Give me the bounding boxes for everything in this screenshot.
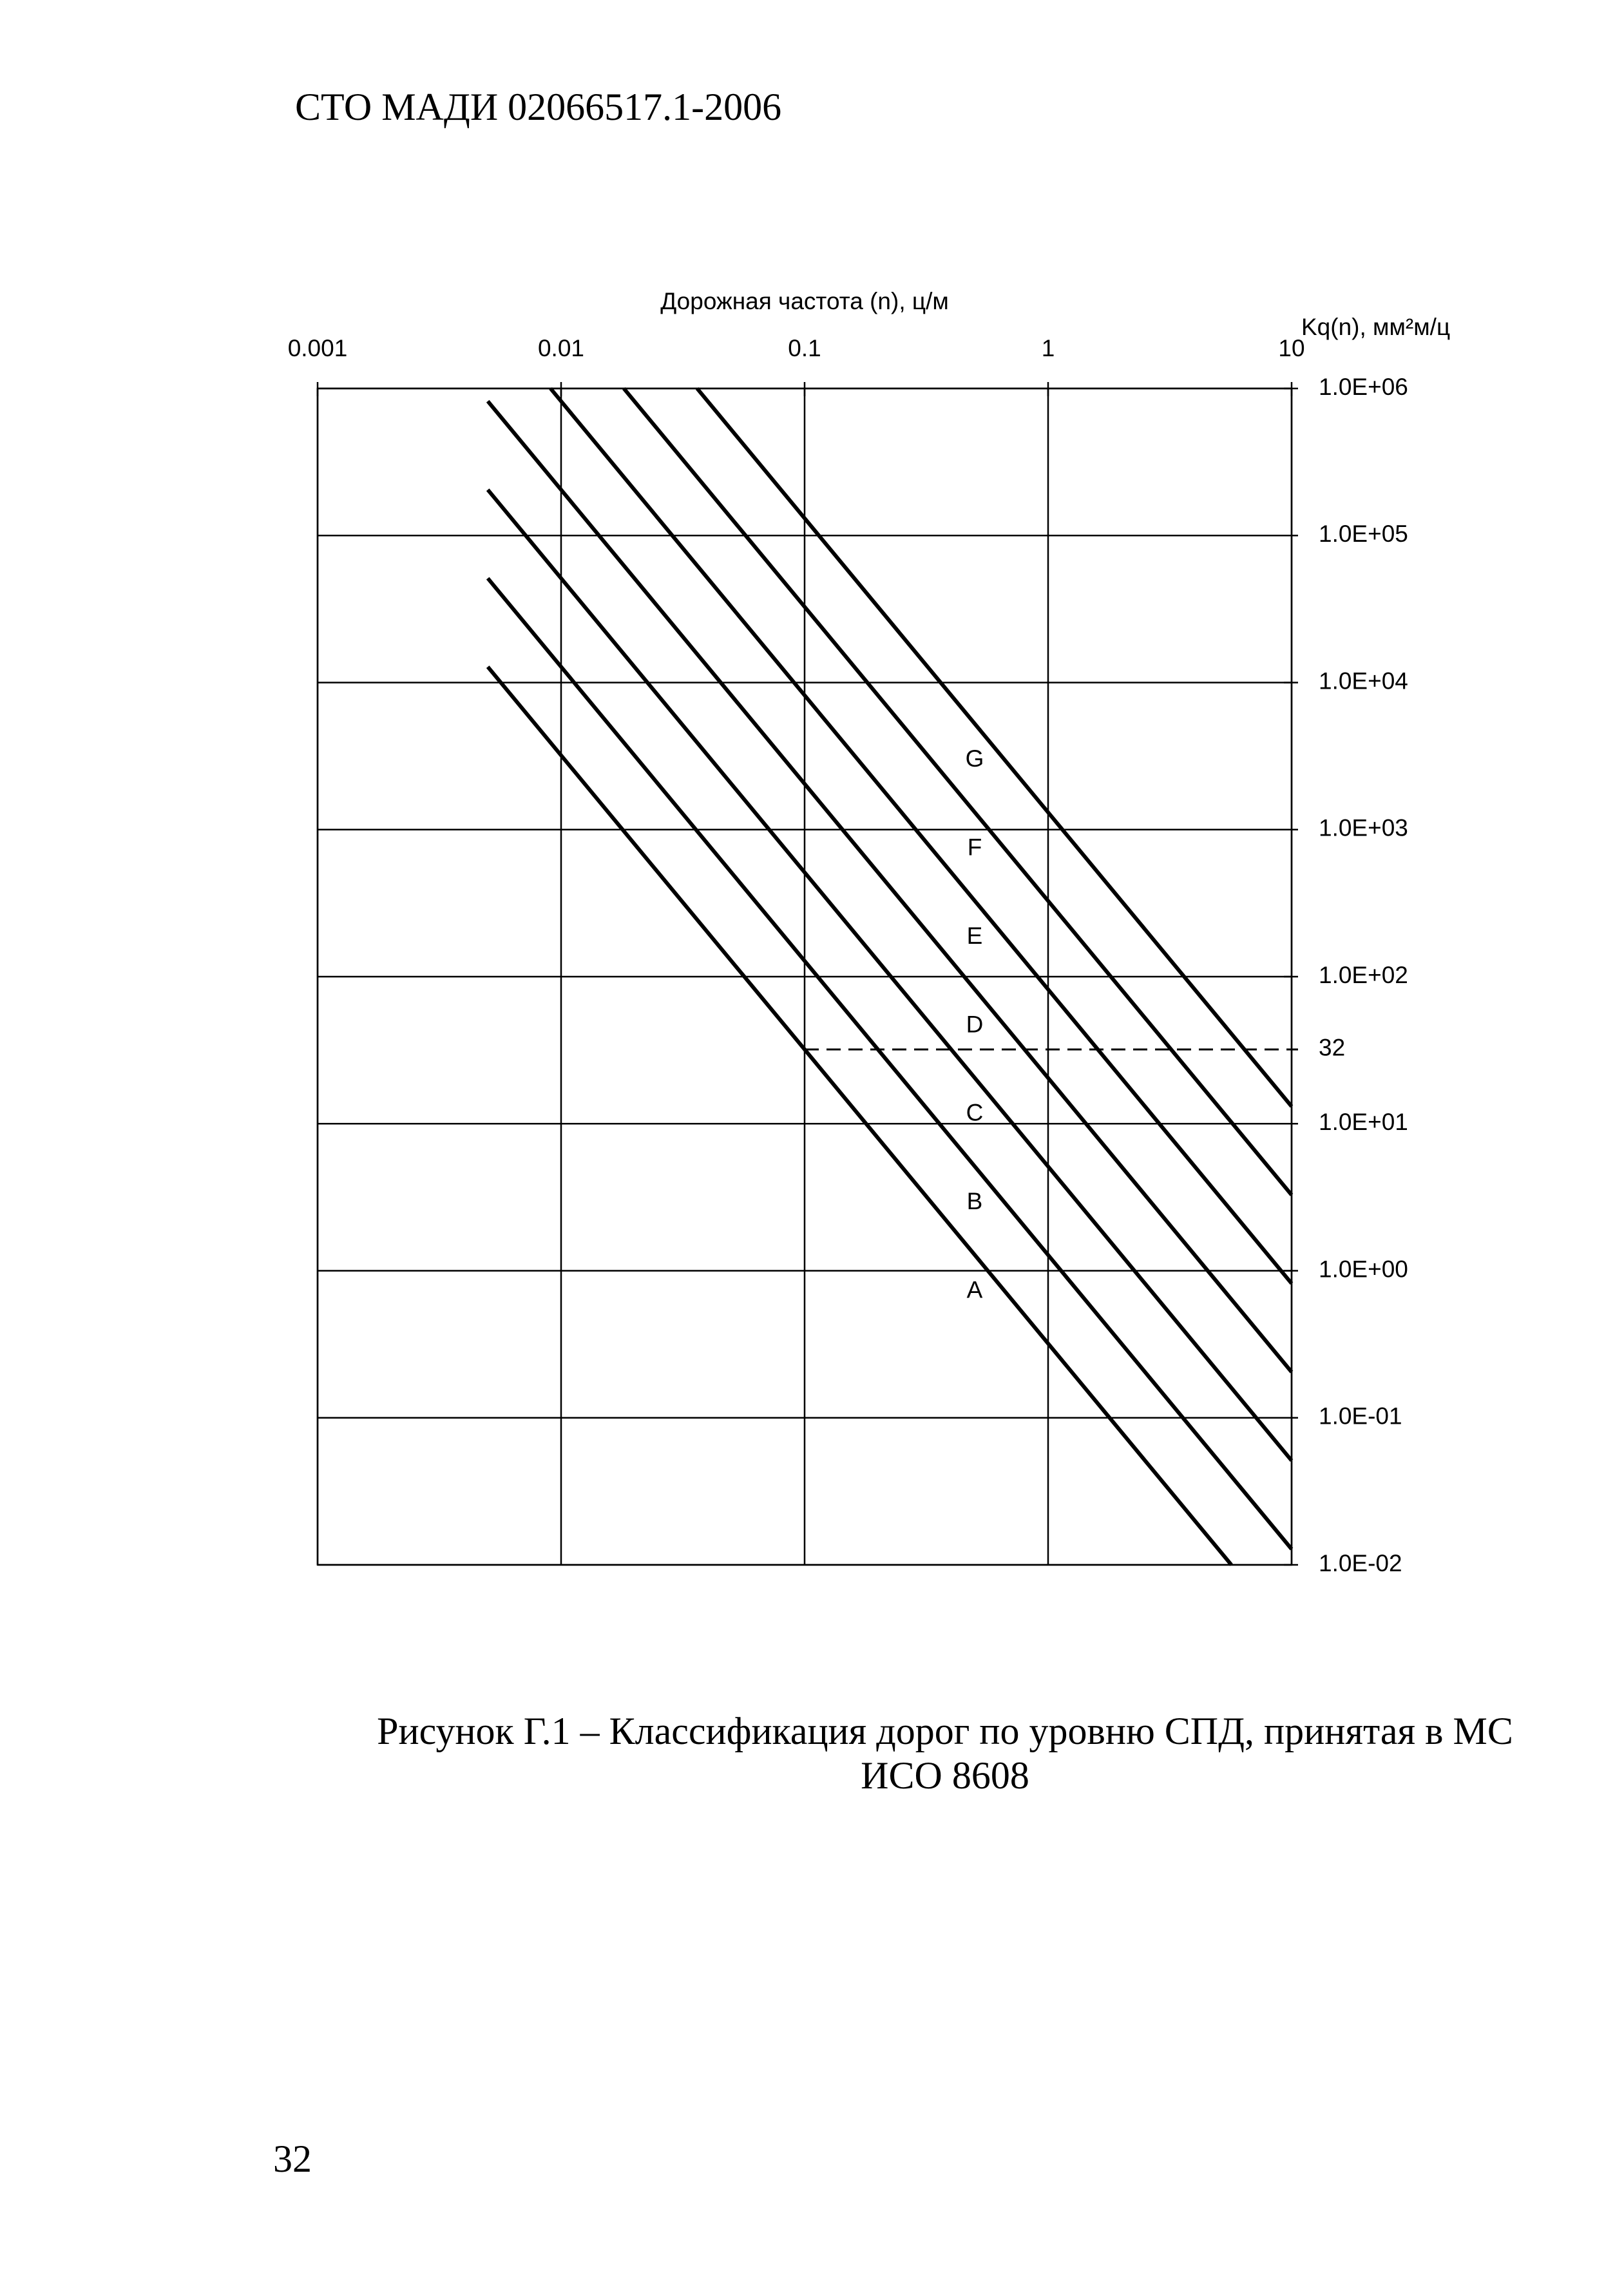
y-tick-label: 1.0E+03 bbox=[1319, 815, 1408, 841]
y-tick-label: 1.0E+04 bbox=[1319, 667, 1408, 694]
series-line bbox=[695, 387, 1294, 1108]
series-line bbox=[622, 387, 1294, 1196]
series-line bbox=[486, 399, 1294, 1374]
y-tick-label: 1.0E+00 bbox=[1319, 1256, 1408, 1282]
series-line bbox=[549, 387, 1294, 1285]
y-tick-label: 1.0E-02 bbox=[1319, 1550, 1402, 1576]
reference-label: 32 bbox=[1319, 1035, 1345, 1061]
caption-line: ИСО 8608 bbox=[861, 1754, 1029, 1797]
y-tick-label: 1.0E+05 bbox=[1319, 521, 1408, 547]
series-label: G bbox=[966, 745, 984, 772]
caption-line: Рисунок Г.1 – Классификация дорог по уро… bbox=[377, 1710, 1513, 1752]
x-axis-title: Дорожная частота (n), ц/м bbox=[660, 288, 949, 314]
y-tick-label: 1.0E+06 bbox=[1319, 374, 1408, 400]
series-line bbox=[486, 665, 1233, 1566]
series-label: A bbox=[967, 1277, 983, 1303]
x-tick-label: 0.001 bbox=[288, 335, 348, 361]
x-tick-label: 10 bbox=[1278, 335, 1304, 361]
series-label: C bbox=[966, 1100, 984, 1126]
series-label: B bbox=[967, 1188, 983, 1214]
series-label: D bbox=[966, 1011, 984, 1037]
x-tick-label: 1 bbox=[1042, 335, 1055, 361]
y-tick-label: 1.0E+01 bbox=[1319, 1109, 1408, 1135]
y-tick-label: 1.0E-01 bbox=[1319, 1403, 1402, 1430]
series-line bbox=[486, 488, 1294, 1462]
x-tick-label: 0.01 bbox=[538, 335, 584, 361]
series-label: F bbox=[968, 834, 982, 860]
y-axis-title: Kq(n), мм²м/ц bbox=[1301, 314, 1450, 340]
header: СТО МАДИ 02066517.1-2006 bbox=[295, 86, 781, 128]
x-tick-label: 0.1 bbox=[788, 335, 821, 361]
page-number: 32 bbox=[273, 2138, 312, 2180]
y-tick-label: 1.0E+02 bbox=[1319, 962, 1408, 988]
series-label: E bbox=[967, 923, 983, 949]
series-line bbox=[486, 577, 1294, 1551]
